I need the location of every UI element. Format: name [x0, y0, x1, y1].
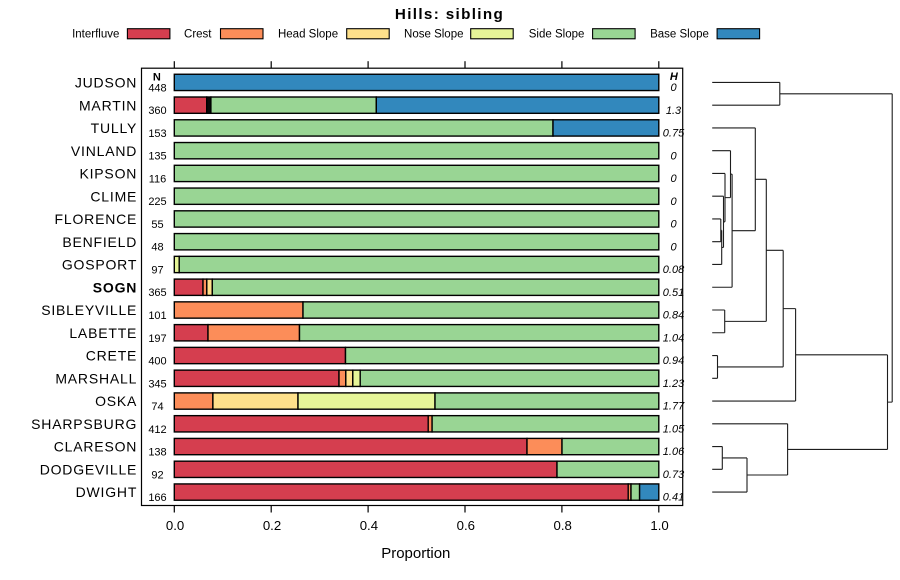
- svg-text:Nose Slope: Nose Slope: [404, 29, 463, 41]
- svg-text:GOSPORT: GOSPORT: [62, 257, 137, 273]
- svg-text:135: 135: [148, 151, 166, 163]
- svg-text:SIBLEYVILLE: SIBLEYVILLE: [41, 302, 137, 318]
- svg-text:Interfluve: Interfluve: [72, 29, 119, 41]
- svg-text:0.51: 0.51: [663, 287, 684, 299]
- svg-text:0.73: 0.73: [663, 469, 685, 481]
- svg-text:1.23: 1.23: [663, 378, 685, 390]
- svg-text:0: 0: [670, 82, 677, 94]
- svg-text:Head Slope: Head Slope: [278, 29, 338, 41]
- svg-text:0: 0: [670, 219, 677, 231]
- svg-text:55: 55: [151, 219, 163, 231]
- svg-text:CLIME: CLIME: [90, 188, 137, 204]
- svg-text:FLORENCE: FLORENCE: [55, 211, 138, 227]
- svg-text:Side Slope: Side Slope: [529, 29, 585, 41]
- svg-text:DWIGHT: DWIGHT: [76, 484, 138, 500]
- svg-text:365: 365: [148, 287, 166, 299]
- svg-text:0: 0: [670, 150, 677, 162]
- svg-text:412: 412: [148, 424, 166, 436]
- svg-text:0: 0: [670, 241, 677, 253]
- svg-text:138: 138: [148, 447, 166, 459]
- svg-text:TULLY: TULLY: [91, 120, 138, 136]
- svg-text:97: 97: [151, 265, 163, 277]
- svg-text:0.84: 0.84: [663, 310, 684, 322]
- svg-text:1.77: 1.77: [663, 401, 685, 413]
- svg-text:1.05: 1.05: [663, 423, 685, 435]
- svg-text:360: 360: [148, 105, 166, 117]
- svg-text:H: H: [670, 71, 679, 83]
- svg-text:MARTIN: MARTIN: [79, 97, 137, 113]
- svg-text:197: 197: [148, 333, 166, 345]
- svg-text:0.4: 0.4: [360, 518, 378, 533]
- svg-text:VINLAND: VINLAND: [71, 143, 137, 159]
- svg-text:74: 74: [151, 401, 163, 413]
- svg-text:0.94: 0.94: [663, 355, 684, 367]
- svg-text:JUDSON: JUDSON: [75, 75, 137, 91]
- svg-text:SOGN: SOGN: [93, 279, 137, 295]
- svg-text:1.0: 1.0: [650, 518, 668, 533]
- svg-text:N: N: [153, 72, 161, 84]
- svg-text:0.75: 0.75: [663, 128, 685, 140]
- svg-text:1.3: 1.3: [666, 105, 682, 117]
- svg-text:0.41: 0.41: [663, 492, 684, 504]
- svg-text:BENFIELD: BENFIELD: [62, 234, 137, 250]
- svg-text:1.04: 1.04: [663, 332, 684, 344]
- svg-text:Base Slope: Base Slope: [650, 29, 709, 41]
- svg-text:Crest: Crest: [184, 29, 212, 41]
- svg-text:116: 116: [149, 173, 167, 185]
- svg-text:LABETTE: LABETTE: [69, 325, 137, 341]
- svg-text:Hills: sibling: Hills: sibling: [395, 6, 504, 23]
- svg-text:400: 400: [148, 356, 166, 368]
- svg-text:0.8: 0.8: [554, 518, 572, 533]
- svg-text:0: 0: [670, 173, 677, 185]
- svg-text:0.6: 0.6: [457, 518, 475, 533]
- svg-text:153: 153: [148, 128, 166, 140]
- svg-text:92: 92: [151, 469, 163, 481]
- svg-text:166: 166: [148, 492, 166, 504]
- svg-text:48: 48: [151, 242, 163, 254]
- svg-text:0.08: 0.08: [663, 264, 685, 276]
- svg-text:225: 225: [148, 196, 166, 208]
- svg-text:MARSHALL: MARSHALL: [55, 370, 137, 386]
- svg-text:DODGEVILLE: DODGEVILLE: [40, 461, 137, 477]
- svg-text:OSKA: OSKA: [95, 393, 137, 409]
- svg-text:Proportion: Proportion: [381, 545, 450, 562]
- svg-text:0: 0: [670, 196, 677, 208]
- svg-text:0.2: 0.2: [263, 518, 281, 533]
- svg-text:0.0: 0.0: [166, 518, 184, 533]
- svg-text:1.06: 1.06: [663, 446, 685, 458]
- svg-text:KIPSON: KIPSON: [79, 166, 137, 182]
- svg-text:CLARESON: CLARESON: [54, 439, 137, 455]
- svg-text:448: 448: [148, 82, 166, 94]
- svg-text:101: 101: [148, 310, 166, 322]
- svg-text:345: 345: [148, 378, 166, 390]
- svg-text:SHARPSBURG: SHARPSBURG: [31, 416, 137, 432]
- svg-text:CRETE: CRETE: [86, 348, 137, 364]
